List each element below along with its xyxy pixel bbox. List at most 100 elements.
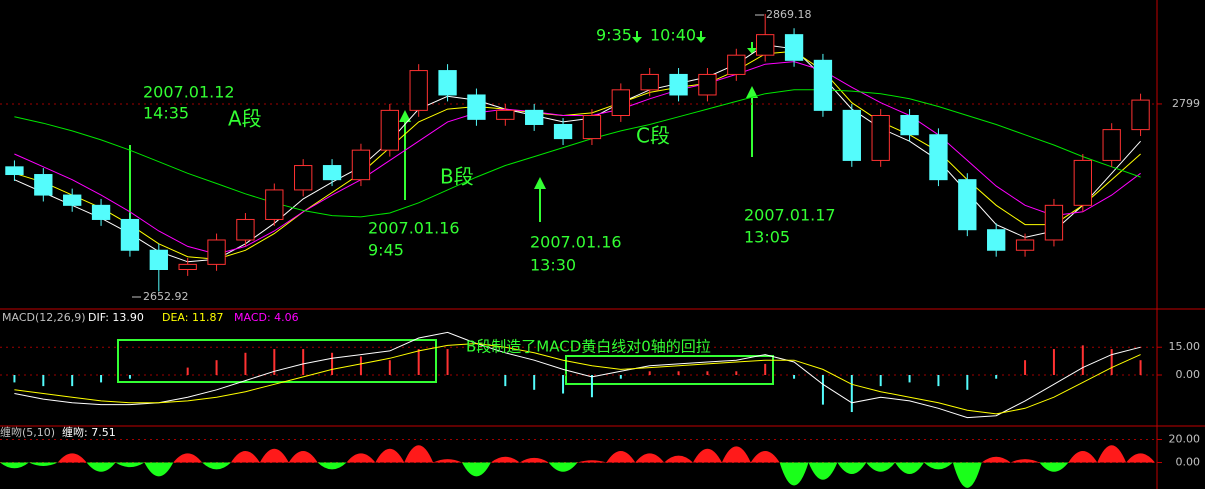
candle-body bbox=[496, 109, 515, 120]
candle-body bbox=[5, 166, 24, 176]
annotation: 2007.01.12 bbox=[143, 83, 235, 102]
candle-body bbox=[236, 218, 255, 241]
candle-body bbox=[380, 109, 399, 151]
area-lobe bbox=[664, 455, 693, 463]
area-lobe bbox=[866, 462, 896, 472]
area-lobe bbox=[721, 446, 751, 463]
annotation-arrows bbox=[124, 31, 758, 234]
annotation: 13:05 bbox=[744, 228, 790, 247]
line bbox=[14, 50, 1141, 260]
candle-body bbox=[409, 70, 428, 111]
annotation: 2007.01.16 bbox=[530, 233, 622, 252]
area-lobe bbox=[837, 462, 867, 475]
candle-body bbox=[987, 229, 1006, 251]
highlight-box bbox=[117, 339, 437, 383]
candle-body bbox=[1073, 159, 1092, 206]
line bbox=[14, 342, 1141, 415]
area-lobe bbox=[173, 453, 203, 463]
line bbox=[14, 89, 1141, 218]
area-lobe bbox=[346, 453, 376, 463]
indicator-label: MACD: 4.06 bbox=[234, 311, 299, 324]
area-lobe bbox=[1068, 451, 1098, 463]
candle-body bbox=[842, 109, 861, 161]
annotation: 2007.01.16 bbox=[368, 219, 460, 238]
area-lobe bbox=[375, 448, 405, 463]
candle-body bbox=[91, 204, 111, 220]
area-lobe bbox=[924, 462, 953, 470]
area-lobe bbox=[433, 459, 462, 463]
area-lobe bbox=[259, 448, 289, 463]
candle-body bbox=[553, 123, 573, 140]
area-lobe bbox=[577, 460, 607, 463]
annotation: B段 bbox=[440, 165, 474, 189]
area-lobe bbox=[606, 451, 636, 463]
area-lobe bbox=[86, 462, 116, 472]
candle-body bbox=[582, 115, 602, 140]
area-lobe bbox=[202, 462, 231, 470]
marks: 2799 15.00 0.00 20.00 0.00 bbox=[0, 13, 1201, 488]
annotation: 2007.01.17 bbox=[744, 206, 836, 225]
candle-body bbox=[63, 194, 82, 206]
area-lobe bbox=[1010, 459, 1040, 463]
line bbox=[14, 61, 1141, 255]
area-lobe bbox=[895, 462, 924, 475]
candle-body bbox=[871, 115, 890, 161]
indicator-label: MACD(12,26,9) bbox=[2, 311, 86, 324]
annotation: 13:30 bbox=[530, 256, 576, 275]
candle-body bbox=[34, 174, 53, 196]
candle-body bbox=[438, 70, 457, 96]
candle-body bbox=[756, 34, 775, 56]
area-lobe bbox=[548, 462, 578, 472]
area-lobe bbox=[490, 456, 520, 463]
annotation: 9:35 bbox=[596, 26, 632, 45]
annotation: 14:35 bbox=[143, 104, 189, 123]
area-lobe bbox=[952, 462, 982, 488]
annotation: B段制造了MACD黄白线对0轴的回拉 bbox=[466, 338, 711, 356]
indicator-label: 缠吻: 7.51 bbox=[62, 425, 116, 439]
y-tick-label: 0.00 bbox=[1176, 368, 1201, 381]
indicator-label: DEA: 11.87 bbox=[162, 311, 223, 324]
area-lobe bbox=[462, 462, 491, 477]
candle-body bbox=[1015, 239, 1035, 251]
area-lobe bbox=[115, 462, 145, 468]
candle-body bbox=[813, 59, 833, 111]
area-lobe bbox=[57, 453, 87, 463]
candle-body bbox=[207, 239, 226, 265]
candle-body bbox=[178, 263, 197, 271]
area-lobe bbox=[750, 451, 780, 463]
area-lobe bbox=[808, 462, 838, 480]
candle-body bbox=[958, 179, 977, 231]
max-label: 2869.18 bbox=[766, 8, 812, 21]
candle-body bbox=[698, 73, 717, 96]
area-lobe bbox=[1039, 462, 1069, 472]
area-lobe bbox=[0, 462, 29, 469]
area-lobe bbox=[519, 457, 549, 463]
area-lobe bbox=[693, 448, 722, 463]
candle-body bbox=[1131, 99, 1150, 131]
candle-body bbox=[929, 134, 948, 181]
area-lobe bbox=[635, 453, 665, 463]
area-lobe bbox=[28, 462, 58, 466]
candle-body bbox=[351, 149, 371, 181]
line bbox=[14, 44, 1141, 263]
indicator-label: DIF: 13.90 bbox=[88, 311, 144, 324]
candle-body bbox=[640, 73, 659, 91]
annotation: 9:45 bbox=[368, 241, 404, 260]
candle-body bbox=[1102, 129, 1121, 161]
line bbox=[14, 331, 1141, 419]
annotation: 10:40 bbox=[650, 26, 696, 45]
area-lobe bbox=[317, 462, 347, 470]
y-tick-label: 2799 bbox=[1172, 97, 1200, 110]
candle-body bbox=[294, 165, 313, 191]
candle-body bbox=[265, 189, 284, 220]
area-lobe bbox=[231, 451, 260, 463]
candle-body bbox=[525, 109, 544, 125]
area-lobe bbox=[981, 456, 1011, 463]
area-lobe bbox=[144, 462, 174, 477]
min-label: 2652.92 bbox=[143, 290, 189, 303]
candle-body bbox=[784, 34, 804, 61]
annotation: C段 bbox=[636, 124, 670, 148]
candle-body bbox=[1044, 204, 1064, 241]
area-lobe bbox=[779, 462, 809, 486]
